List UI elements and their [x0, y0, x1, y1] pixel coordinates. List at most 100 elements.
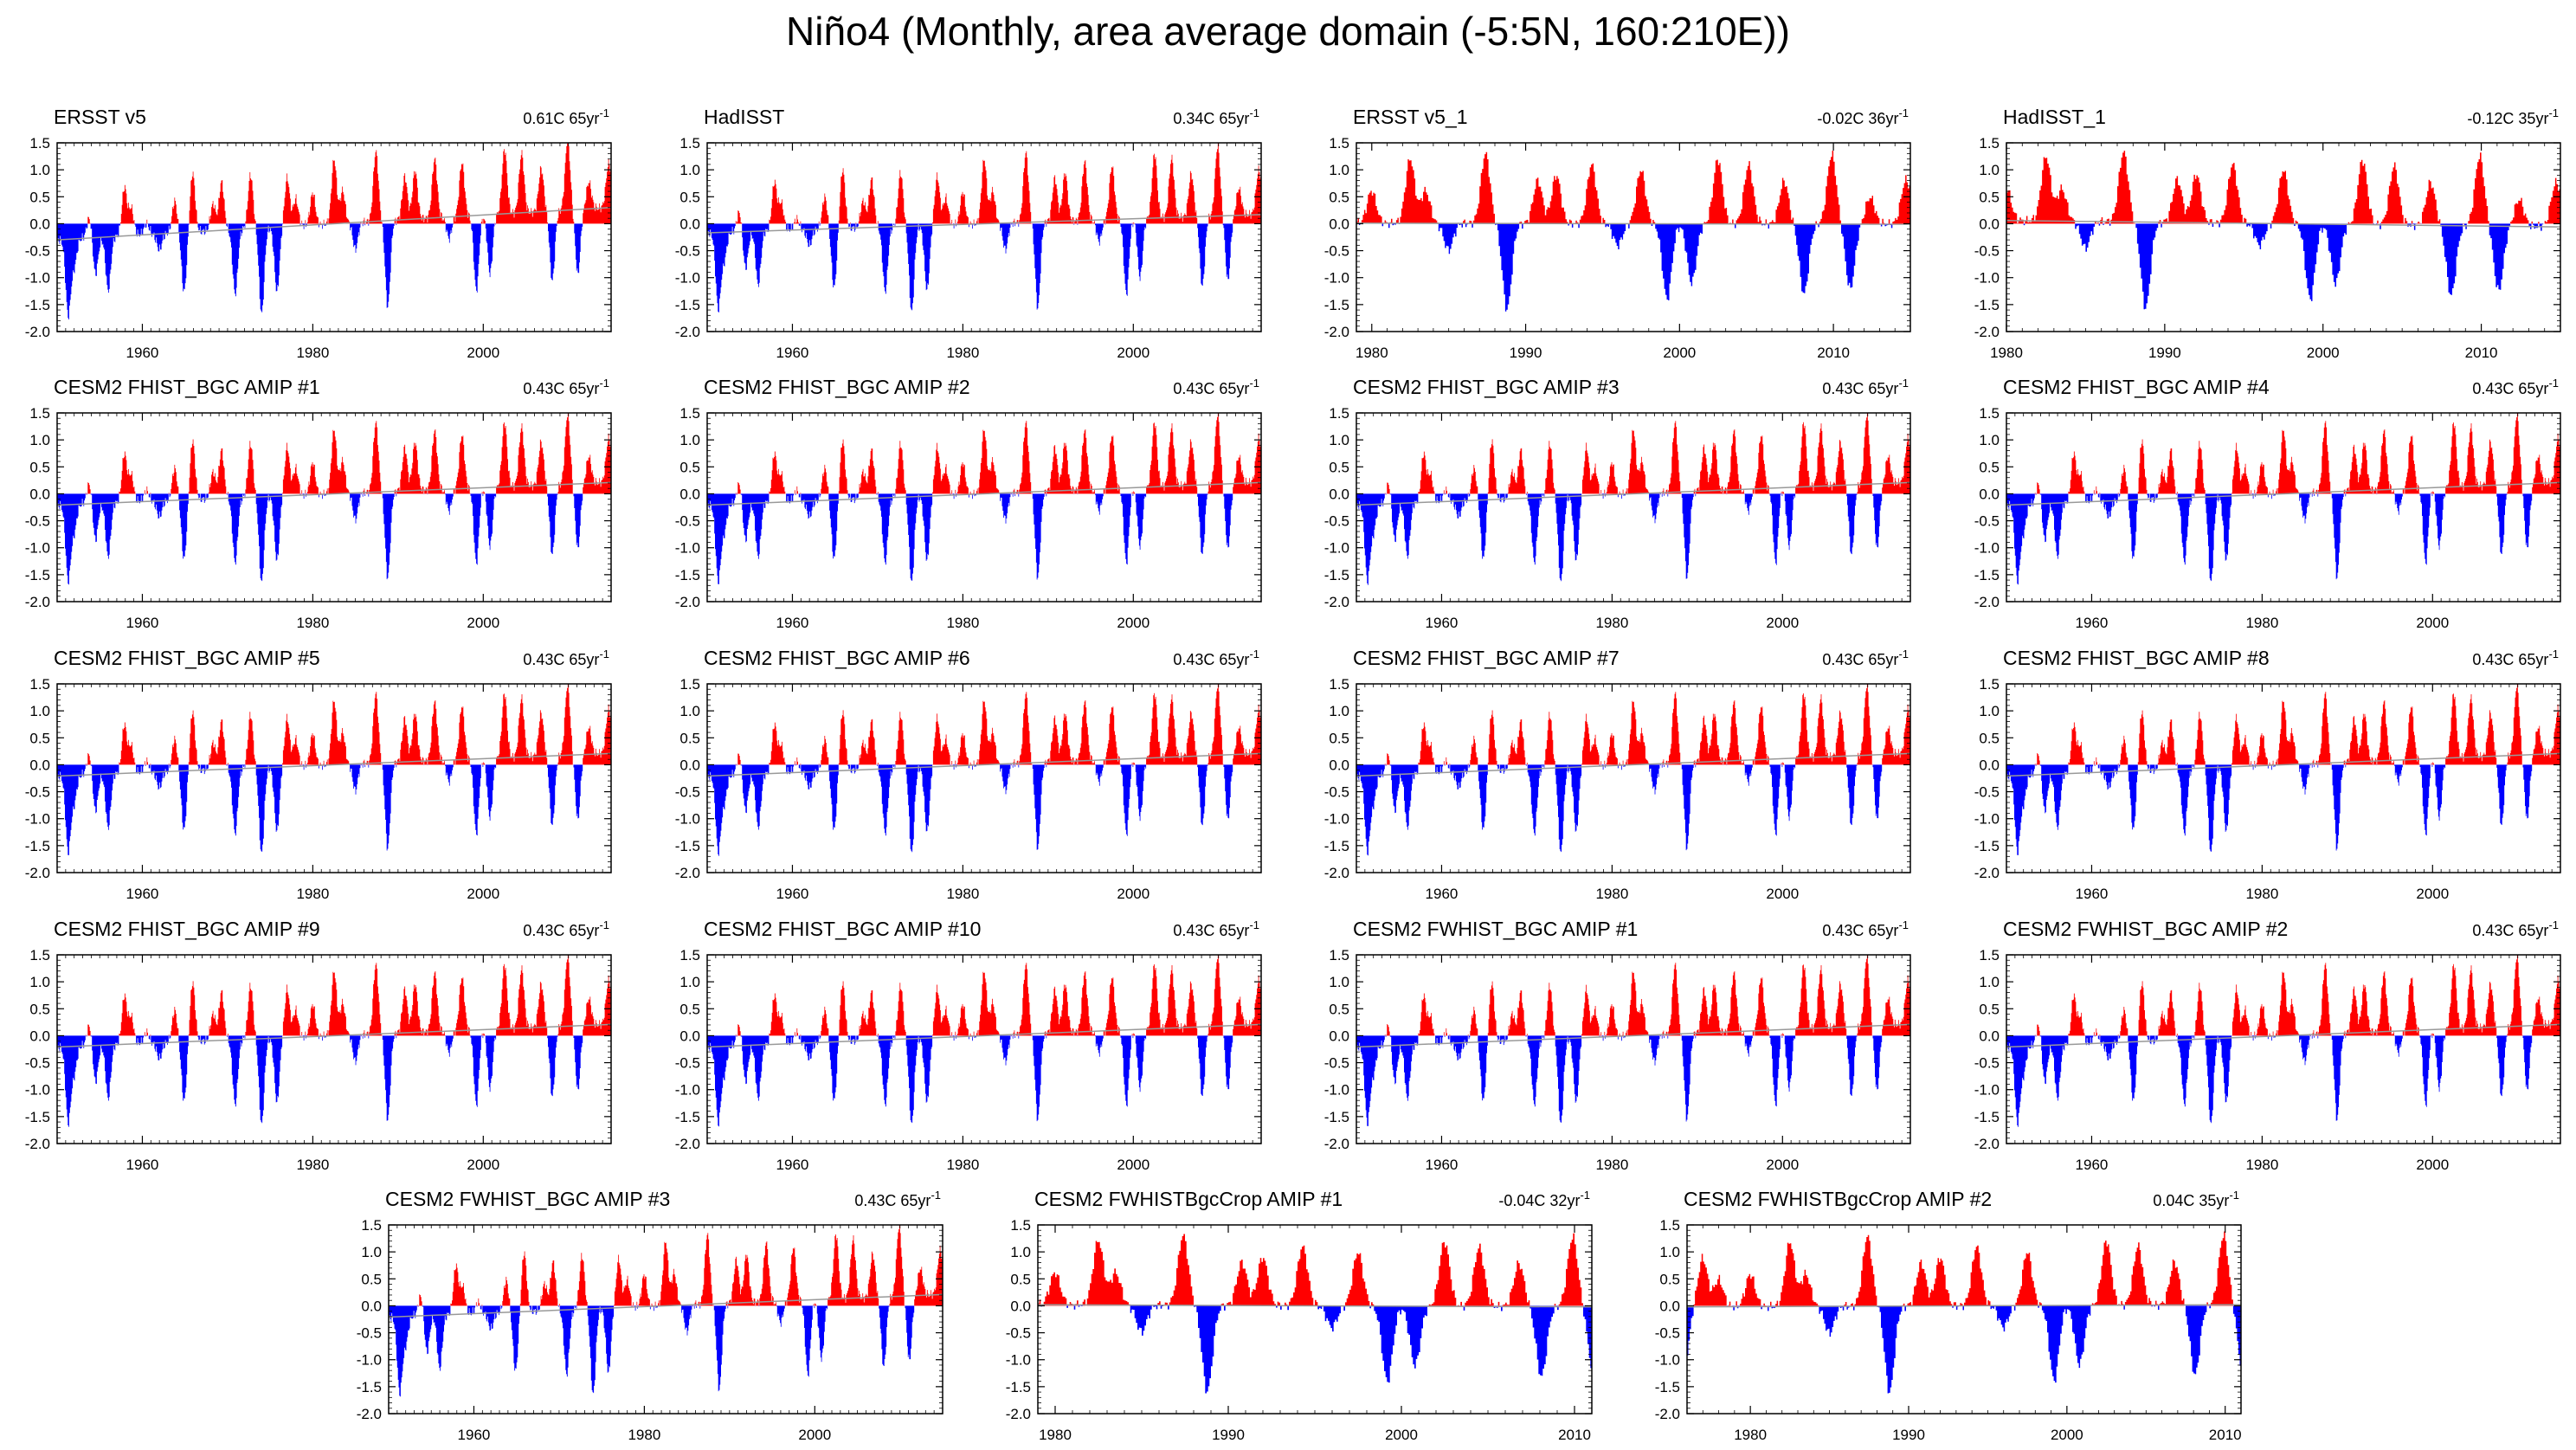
y-tick-label: 0.0 — [361, 1298, 382, 1314]
y-tick-label: 1.0 — [679, 162, 700, 178]
negative-anomaly-area — [57, 223, 583, 319]
y-tick-label: 1.5 — [1010, 1217, 1031, 1234]
plot-frame — [2006, 142, 2561, 332]
panel-title: CESM2 FWHISTBgcCrop AMIP #1 — [1034, 1188, 1343, 1210]
panel-14: CESM2 FHIST_BGC AMIP #10 0.43C 65yr-1 1.5 1… — [675, 918, 1262, 1173]
panel-title: CESM2 FHIST_BGC AMIP #5 — [54, 647, 320, 669]
y-tick-label: -1.0 — [1974, 811, 2000, 828]
x-tick-label: 2000 — [2051, 1427, 2083, 1443]
x-tick-label: 2000 — [2416, 1157, 2449, 1173]
y-tick-label: 0.0 — [679, 216, 700, 232]
plot-frame — [2006, 412, 2561, 603]
trend-line — [1356, 752, 1911, 777]
y-tick-label: 0.0 — [1329, 757, 1349, 773]
x-tick-label: 1980 — [1595, 886, 1628, 902]
x-tick-label: 2000 — [467, 886, 499, 902]
y-tick-label: -1.5 — [1324, 1109, 1349, 1125]
panel-title: CESM2 FHIST_BGC AMIP #6 — [704, 647, 970, 669]
negative-anomaly-area — [57, 1035, 583, 1127]
x-tick-label: 1980 — [628, 1427, 660, 1443]
y-tick-label: -0.5 — [1974, 784, 2000, 801]
x-tick-label: 1990 — [1510, 345, 1542, 361]
positive-anomaly-area — [735, 955, 1261, 1036]
y-tick-label: 1.0 — [1329, 974, 1349, 990]
y-tick-label: 0.5 — [1329, 1001, 1349, 1017]
y-tick-label: -2.0 — [357, 1406, 382, 1422]
y-tick-label: -2.0 — [675, 865, 700, 881]
y-tick-label: -0.5 — [357, 1325, 382, 1342]
x-tick-label: 1980 — [296, 345, 329, 361]
panel-title: HadISST_1 — [2003, 106, 2106, 128]
y-tick-label: -1.5 — [1655, 1379, 1680, 1395]
panel-trend: 0.43C 65yr-1 — [1173, 377, 1259, 397]
plot-frame — [1356, 683, 1911, 873]
y-tick-label: -2.0 — [1974, 594, 2000, 610]
y-tick-label: -2.0 — [1974, 324, 2000, 340]
panel-title: CESM2 FWHIST_BGC AMIP #1 — [1353, 918, 1638, 940]
y-tick-label: 0.0 — [1329, 486, 1349, 502]
y-tick-label: 1.5 — [679, 947, 700, 963]
positive-anomaly-area — [2034, 955, 2560, 1036]
y-tick-label: -1.5 — [25, 1109, 50, 1125]
plot-frame — [1356, 954, 1911, 1144]
y-tick-label: -1.0 — [1655, 1352, 1680, 1369]
x-tick-label: 1960 — [126, 615, 159, 631]
positive-anomaly-area — [1693, 1231, 2233, 1306]
y-tick-label: 0.5 — [29, 189, 50, 205]
x-tick-label: 1980 — [1595, 1157, 1628, 1173]
y-tick-label: 1.0 — [679, 703, 700, 719]
trend-line — [706, 214, 1262, 234]
panel-trend: 0.43C 65yr-1 — [2472, 918, 2559, 939]
negative-anomaly-area — [57, 764, 583, 855]
y-tick-label: 0.5 — [361, 1271, 382, 1287]
x-tick-label: 2000 — [2416, 886, 2449, 902]
y-tick-label: -1.0 — [675, 270, 700, 287]
panel-9: CESM2 FHIST_BGC AMIP #5 0.43C 65yr-1 1.5 1.… — [25, 647, 612, 902]
panel-5: CESM2 FHIST_BGC AMIP #1 0.43C 65yr-1 1.5 1.… — [25, 376, 612, 631]
positive-anomaly-area — [735, 143, 1261, 224]
x-tick-label: 1980 — [1595, 615, 1628, 631]
y-tick-label: -0.5 — [675, 243, 700, 260]
panel-trend: 0.61C 65yr-1 — [523, 106, 609, 127]
plot-frame — [1037, 1224, 1593, 1415]
trend-line — [1356, 222, 1911, 225]
y-tick-label: -0.5 — [675, 513, 700, 530]
positive-anomaly-area — [735, 684, 1261, 765]
y-tick-label: -1.0 — [675, 1082, 700, 1099]
y-tick-label: -2.0 — [1974, 865, 2000, 881]
positive-anomaly-area — [1384, 413, 1910, 494]
x-tick-label: 2000 — [1766, 615, 1799, 631]
y-tick-label: -1.5 — [357, 1379, 382, 1395]
y-tick-label: -1.5 — [1974, 297, 2000, 313]
y-tick-label: 1.0 — [29, 432, 50, 448]
panel-trend: 0.43C 65yr-1 — [1822, 918, 1909, 939]
trend-line — [2006, 752, 2561, 777]
y-tick-label: -0.5 — [1006, 1325, 1031, 1342]
y-tick-label: -0.5 — [25, 784, 50, 801]
y-tick-label: 0.0 — [679, 1028, 700, 1044]
y-tick-label: -1.5 — [25, 567, 50, 583]
plot-frame — [1686, 1224, 2242, 1415]
negative-anomaly-area — [2006, 1035, 2533, 1127]
x-tick-label: 1960 — [776, 345, 809, 361]
y-tick-label: 1.0 — [1979, 974, 2000, 990]
y-tick-label: 1.5 — [679, 676, 700, 693]
x-tick-label: 2010 — [1817, 345, 1850, 361]
y-tick-label: 1.0 — [1010, 1244, 1031, 1260]
panel-trend: 0.43C 65yr-1 — [523, 918, 609, 939]
panel-6: CESM2 FHIST_BGC AMIP #2 0.43C 65yr-1 1.5 1.… — [675, 376, 1262, 631]
y-tick-label: 1.5 — [1329, 947, 1349, 963]
y-tick-label: -1.0 — [1974, 270, 2000, 287]
y-tick-label: -1.0 — [675, 811, 700, 828]
panel-title: CESM2 FHIST_BGC AMIP #1 — [54, 376, 320, 398]
panel-trend: 0.43C 65yr-1 — [2472, 648, 2559, 668]
trend-line — [706, 481, 1262, 506]
panel-trend: -0.02C 36yr-1 — [1817, 106, 1909, 127]
negative-anomaly-area — [707, 223, 1233, 313]
x-tick-label: 2010 — [2465, 345, 2498, 361]
y-tick-label: 1.0 — [679, 432, 700, 448]
y-tick-label: -1.5 — [675, 1109, 700, 1125]
y-tick-label: -2.0 — [25, 865, 50, 881]
negative-anomaly-area — [1687, 1305, 2241, 1394]
y-tick-label: -1.0 — [1974, 540, 2000, 557]
